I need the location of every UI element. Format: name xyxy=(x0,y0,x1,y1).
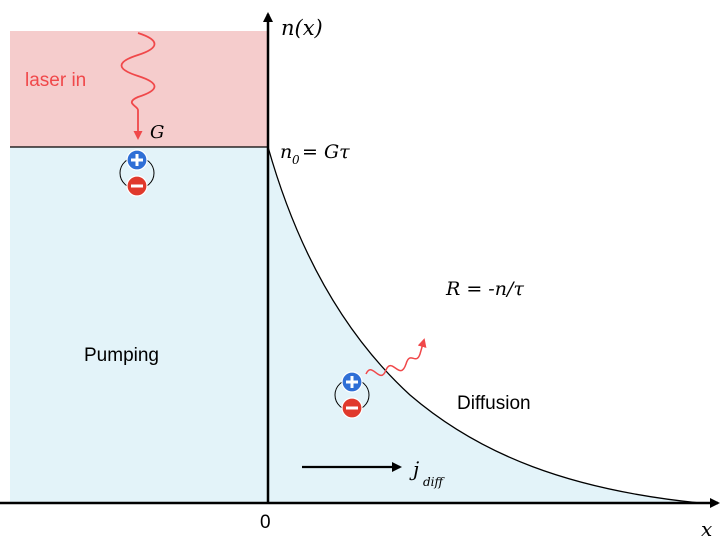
diffusion-area xyxy=(268,147,700,503)
recombination-photon xyxy=(365,338,427,377)
y-axis-label: n(x) xyxy=(281,16,323,40)
minus-circle-icon xyxy=(341,397,363,419)
plus-circle-icon xyxy=(341,371,363,393)
laser-photon xyxy=(120,32,156,140)
generation-label: G xyxy=(150,122,164,143)
x-axis-label: x xyxy=(701,517,712,541)
current-symbol: j xyxy=(409,457,419,481)
pumping-label: Pumping xyxy=(84,345,159,366)
laser-region xyxy=(10,31,268,147)
pumping-region xyxy=(10,147,268,503)
plus-circle-icon xyxy=(126,149,148,171)
laser-label: laser in xyxy=(25,70,86,91)
minus-circle-icon xyxy=(126,175,148,197)
n0-subscript: 0 xyxy=(292,153,300,167)
origin-label: 0 xyxy=(260,512,271,533)
current-label: j diff xyxy=(409,457,446,489)
diffusion-label: Diffusion xyxy=(457,393,531,414)
electron-hole-pair-diffusing xyxy=(334,371,370,419)
current-subscript: diff xyxy=(423,475,446,489)
n0-symbol: n xyxy=(280,141,292,163)
electron-hole-pair-surface xyxy=(119,149,155,197)
recombination-label: R = -n/τ xyxy=(445,278,524,300)
n0-expression: = Gτ xyxy=(302,141,350,163)
decay-curve xyxy=(267,146,701,504)
n0-label: n 0 = Gτ xyxy=(280,141,350,167)
